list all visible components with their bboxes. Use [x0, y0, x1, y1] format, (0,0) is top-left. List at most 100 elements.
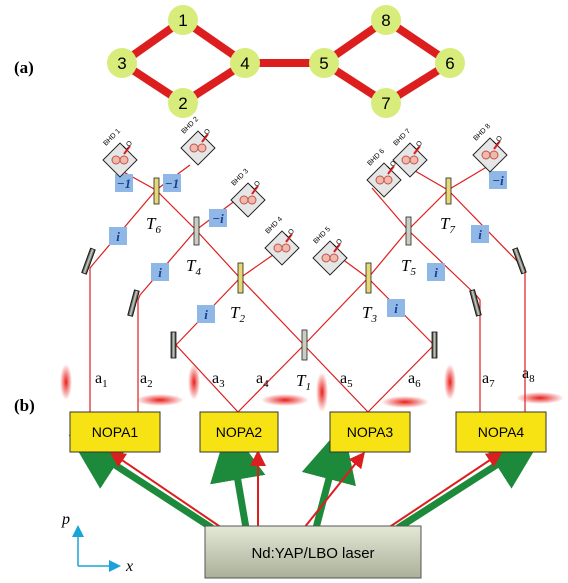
graph-node-label-4: 4	[240, 54, 249, 73]
bs-t1	[301, 329, 308, 361]
mode-a1: a1	[95, 370, 108, 390]
mode-a8: a8	[522, 365, 535, 385]
graph-node-3	[107, 48, 137, 78]
bhd-6: BHD 6 LO	[366, 148, 402, 198]
phase-tag-label: i	[434, 265, 438, 280]
phase-tag-label: −i	[492, 173, 504, 188]
bhd-7: BHD 7 LO	[392, 128, 428, 178]
graph-node-label-7: 7	[381, 94, 390, 113]
phase-tag-label: −i	[212, 211, 224, 226]
phase-tag-label: −1	[165, 176, 179, 191]
mode-a5: a5	[340, 370, 353, 390]
t1-label: T1	[296, 371, 311, 393]
graph-edges	[119, 16, 453, 107]
graph-node-label-3: 3	[117, 54, 126, 73]
phase-tag-box	[387, 299, 405, 317]
graph-node-8	[371, 5, 401, 35]
nopa1-box	[69, 411, 161, 453]
t3-label: T3	[362, 303, 377, 325]
lo-label: LO	[122, 139, 134, 151]
mode-a4: a4	[256, 370, 269, 390]
bs-t2	[237, 262, 244, 294]
phase-tag-box	[151, 263, 169, 281]
graph-node-4	[230, 48, 260, 78]
phase-tag-box	[115, 174, 133, 192]
bs-t5	[405, 216, 412, 246]
bs-t3	[365, 262, 372, 294]
axis-p: p	[61, 511, 70, 528]
phase-tag-label: i	[116, 229, 120, 244]
nopa-boxes: NOPA1 NOPA2 NOPA3 NOPA4	[69, 411, 547, 453]
polarization-axes: p x	[61, 511, 133, 575]
phase-tag-label: i	[478, 227, 482, 242]
graph-node-label-1: 1	[178, 11, 187, 30]
mode-labels: a1 a2 a3 a4 a5 a6 a7 a8	[95, 365, 535, 390]
phase-tag-box	[209, 209, 227, 227]
mode-a7: a7	[482, 370, 495, 390]
nopa4-label: NOPA4	[478, 424, 525, 440]
t6-label: T6	[146, 214, 161, 236]
phase-tag-box	[489, 171, 507, 189]
lo-label: LO	[412, 139, 424, 151]
lo-label: LO	[250, 179, 262, 191]
laser-label: Nd:YAP/LBO laser	[251, 545, 374, 562]
mode-a2: a2	[140, 370, 153, 390]
beamsplitters	[153, 177, 452, 361]
phase-tag-box	[471, 225, 489, 243]
lo-label: LO	[200, 127, 212, 139]
graph-node-6	[435, 48, 465, 78]
axis-x: x	[125, 558, 133, 575]
nopa3-label: NOPA3	[347, 424, 394, 440]
nopa1-label: NOPA1	[92, 424, 139, 440]
phase-tag-label: −1	[117, 176, 131, 191]
graph-node-7	[371, 88, 401, 118]
bs-t4	[193, 216, 200, 246]
phase-tag-label: i	[204, 307, 208, 322]
beamsplitter-labels: T1 T2 T3 T4 T5 T6 T7	[146, 214, 455, 393]
graph-node-label-5: 5	[319, 54, 328, 73]
laser-box	[204, 525, 422, 579]
phase-tag-box	[197, 305, 215, 323]
t2-label: T2	[230, 303, 245, 325]
bhd-1: BHD 1 LO	[102, 128, 138, 178]
mode-a3: a3	[212, 370, 225, 390]
graph-nodes: 1 2 3 4 5 6 7 8	[107, 5, 465, 118]
phase-tag-box	[109, 227, 127, 245]
nopa4-box	[455, 411, 547, 453]
lo-label: LO	[284, 227, 296, 239]
lo-label: LO	[332, 237, 344, 249]
graph-node-5	[309, 48, 339, 78]
graph-node-1	[168, 5, 198, 35]
graph-node-2	[168, 88, 198, 118]
graph-node-label-2: 2	[178, 94, 187, 113]
nopa2-label: NOPA2	[216, 424, 263, 440]
bhd-3: BHD 3 LO	[230, 168, 266, 218]
mode-a6: a6	[408, 370, 421, 390]
panel-a-label: (a)	[14, 58, 34, 77]
lo-label: LO	[492, 134, 504, 146]
nopa3-box	[329, 411, 411, 453]
t5-label: T5	[401, 256, 416, 278]
lo-label: LO	[386, 159, 398, 171]
pump-beams	[68, 424, 544, 531]
bhd-2: BHD 2 LO	[180, 116, 216, 166]
graph-node-label-8: 8	[381, 11, 390, 30]
graph-node-label-6: 6	[445, 54, 454, 73]
phase-tags: −1 −1 −i i i i i i i −i	[109, 171, 507, 323]
t4-label: T4	[186, 256, 201, 278]
bs-t6	[153, 177, 160, 205]
phase-tag-box	[427, 263, 445, 281]
pulses	[60, 364, 564, 412]
mirrors	[81, 247, 527, 359]
bhd-5: BHD 5 LO	[312, 226, 348, 276]
phase-tag-label: i	[394, 301, 398, 316]
t7-label: T7	[440, 214, 455, 236]
phase-tag-box	[163, 174, 181, 192]
bhd-8: BHD 8 LO	[472, 123, 508, 173]
bs-t7	[445, 177, 452, 205]
phase-tag-label: i	[158, 265, 162, 280]
panel-b-label: (b)	[14, 396, 35, 415]
nopa2-box	[199, 411, 279, 453]
